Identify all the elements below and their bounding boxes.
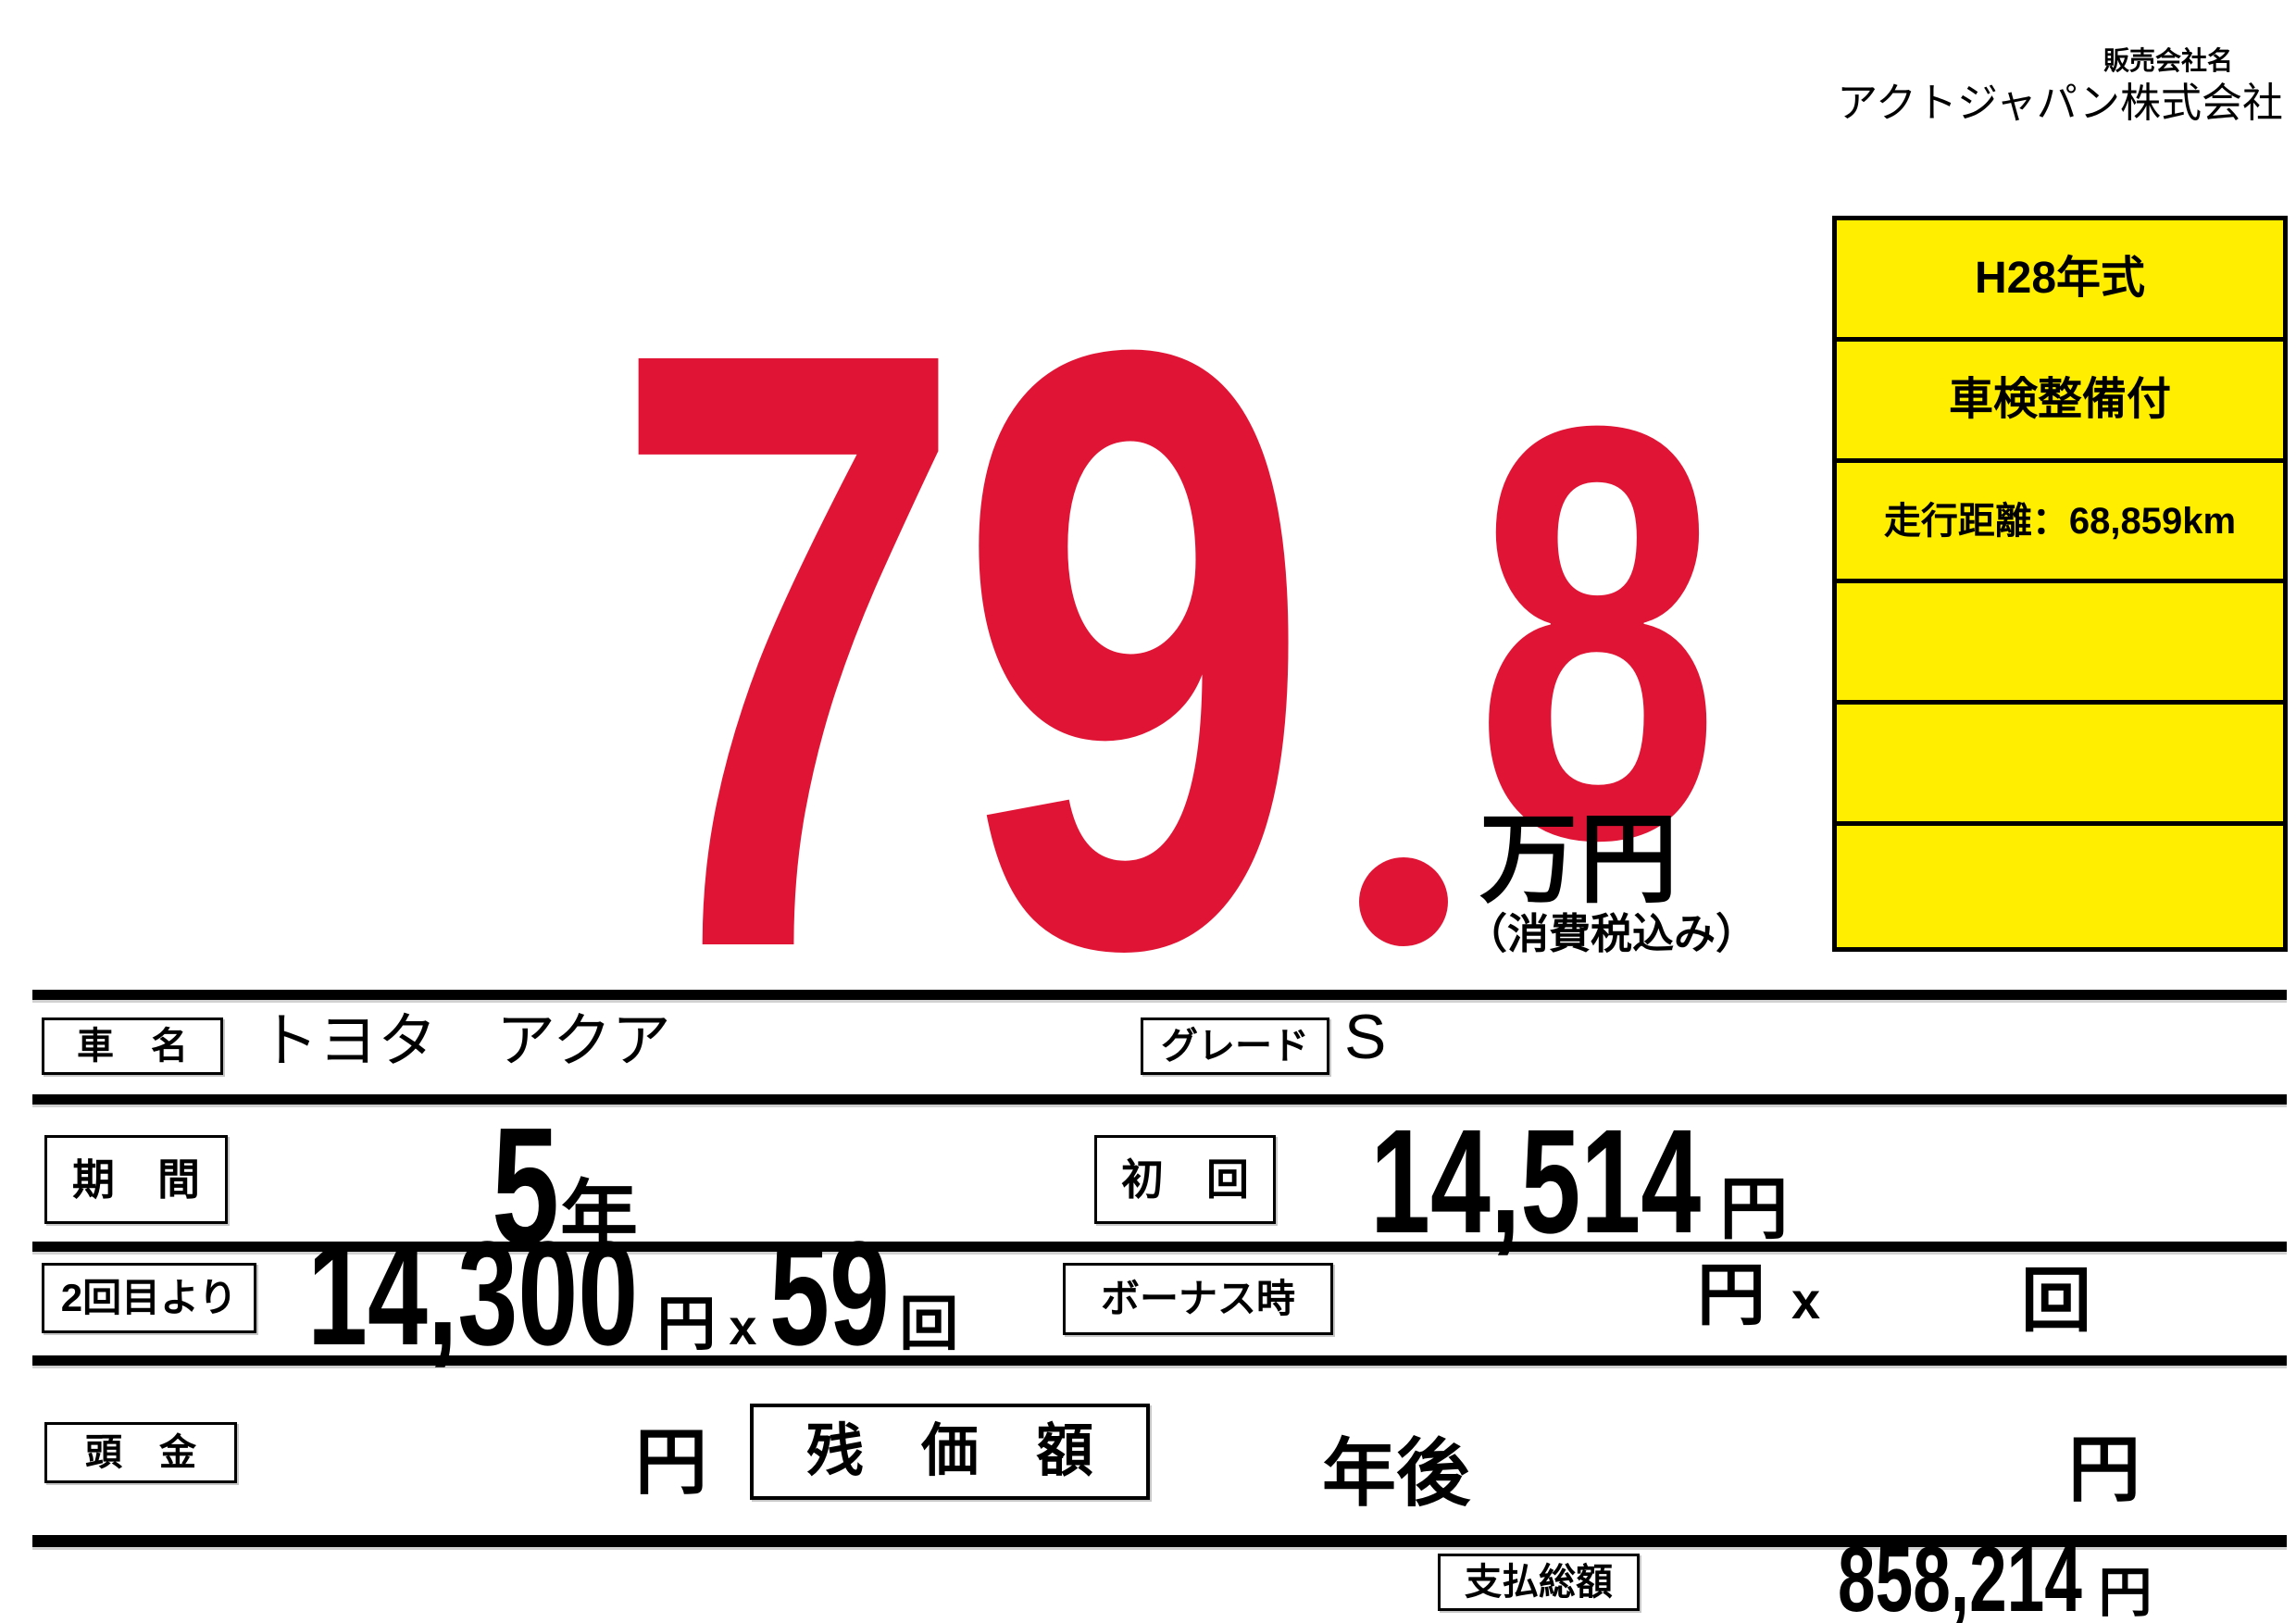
info-row-empty-3 bbox=[1837, 826, 2283, 947]
total-payment-unit: 円 bbox=[2098, 1563, 2152, 1623]
seller-company-caption: 販売会社名 bbox=[2103, 46, 2233, 75]
multiply-sign: x bbox=[729, 1300, 757, 1355]
first-payment-unit: 円 bbox=[1719, 1170, 1789, 1247]
vehicle-info-panel: H28年式 車検整備付 走行距離：68,859km bbox=[1832, 216, 2288, 952]
grade-value: S bbox=[1344, 1002, 1387, 1072]
bonus-yen-unit: 円 bbox=[1697, 1256, 1766, 1333]
residual-unit: 円 bbox=[2068, 1429, 2141, 1510]
down-payment-unit: 円 bbox=[635, 1421, 708, 1503]
bonus-label-box: ボーナス時 bbox=[1063, 1263, 1333, 1335]
first-payment-value: 14,514 円 bbox=[1370, 1107, 1788, 1255]
second-payment-label-box: 2回目より bbox=[42, 1263, 256, 1333]
seller-company-name: アクトジャパン株式会社 bbox=[1837, 81, 2283, 126]
info-row-model-year: H28年式 bbox=[1837, 220, 2283, 342]
term-years-number: 5 bbox=[491, 1093, 560, 1280]
info-row-mileage: 走行距離：68,859km bbox=[1837, 463, 2283, 584]
residual-after-years: 年後 bbox=[1322, 1432, 1470, 1515]
price-tax-note: （消費税込み） bbox=[1466, 910, 1758, 957]
residual-value-label-box: 残 価 額 bbox=[750, 1404, 1150, 1500]
term-value: 5年 bbox=[407, 1104, 722, 1270]
second-payment-yen-unit: 円 bbox=[656, 1291, 717, 1357]
second-payment-amount: 14,300 bbox=[307, 1210, 639, 1376]
price-decimal: 8 bbox=[1475, 304, 1720, 961]
divider-bar bbox=[32, 1355, 2287, 1366]
second-payment-count-unit: 回 bbox=[899, 1291, 959, 1357]
total-payment-label-box: 支払総額 bbox=[1438, 1554, 1640, 1611]
price-decimal-point bbox=[1359, 857, 1448, 946]
bonus-count-unit: 回 bbox=[2021, 1262, 2091, 1341]
car-name-label-box: 車 名 bbox=[42, 1017, 223, 1075]
second-payment-count: 59 bbox=[769, 1210, 891, 1376]
price-unit: 万円 bbox=[1479, 805, 1679, 915]
down-payment-label-box: 頭 金 bbox=[44, 1422, 237, 1483]
info-row-inspection: 車検整備付 bbox=[1837, 342, 2283, 463]
divider-bar bbox=[32, 1242, 2287, 1252]
divider-bar bbox=[32, 1535, 2287, 1547]
first-payment-label-box: 初 回 bbox=[1094, 1135, 1276, 1224]
term-label-box: 期 間 bbox=[44, 1135, 228, 1224]
car-name-value: トヨタ アクア bbox=[259, 1007, 671, 1074]
price-integer: 79 bbox=[611, 173, 1312, 1125]
second-payment-value: 14,300 円 x59 回 bbox=[307, 1219, 958, 1367]
total-payment-value: 858,214 円 bbox=[1838, 1533, 2152, 1623]
term-years-unit: 年 bbox=[560, 1173, 639, 1260]
first-payment-amount: 14,514 bbox=[1370, 1098, 1702, 1264]
info-row-empty-1 bbox=[1837, 583, 2283, 705]
grade-label-box: グレード bbox=[1141, 1017, 1329, 1075]
divider-bar bbox=[32, 1094, 2287, 1105]
info-row-empty-2 bbox=[1837, 705, 2283, 827]
total-payment-amount: 858,214 bbox=[1838, 1528, 2082, 1623]
divider-bar bbox=[32, 990, 2287, 1000]
bonus-multiply-sign: x bbox=[1791, 1271, 1821, 1330]
